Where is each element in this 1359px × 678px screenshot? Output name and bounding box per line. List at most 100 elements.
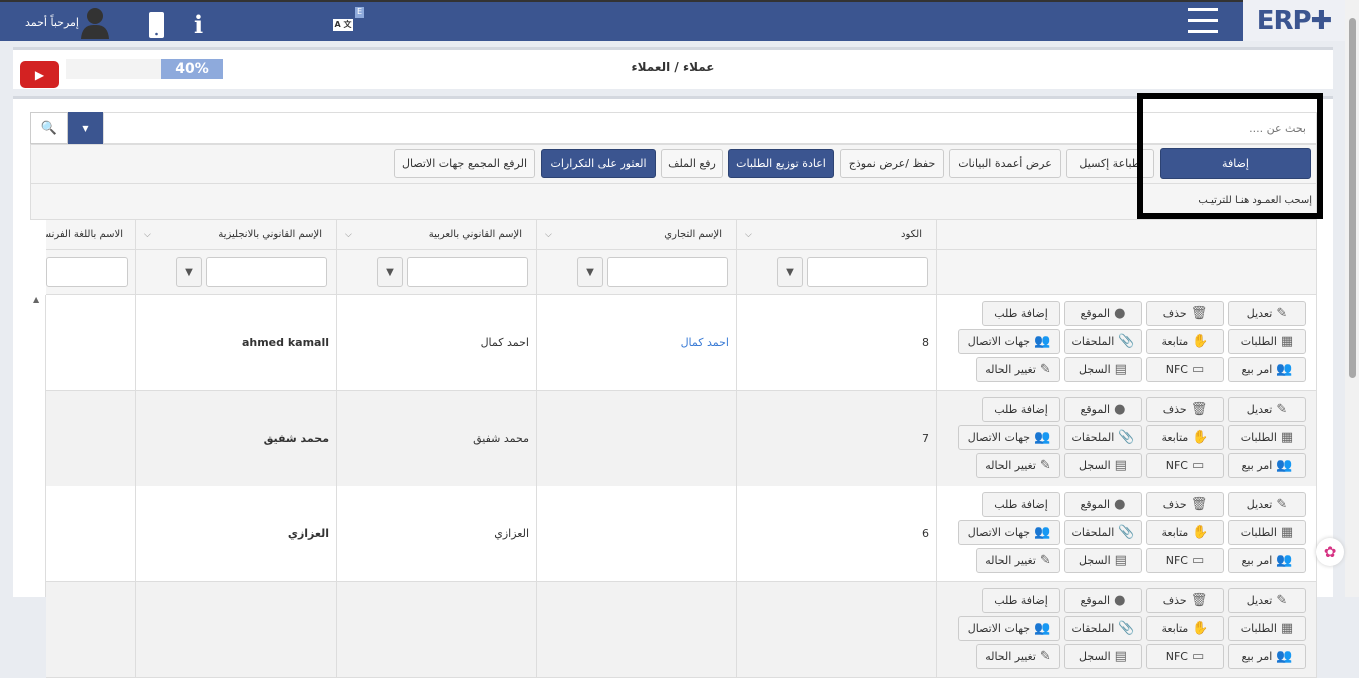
show-columns-button[interactable]: عرض أعمدة البيانات [949, 149, 1061, 178]
table-cell [737, 581, 937, 678]
table-cell [46, 486, 136, 582]
translate-icon[interactable]: A 文 [333, 19, 353, 31]
action-button[interactable]: متابعة ✋ [1146, 615, 1224, 641]
action-button[interactable]: NFC ▭ [1146, 452, 1224, 478]
action-button[interactable]: امر بيع 👥 [1228, 452, 1306, 478]
filter-icon[interactable]: ▼ [176, 257, 202, 287]
mobile-icon[interactable] [148, 11, 168, 39]
grid-scrollbar[interactable]: ▲ [30, 295, 46, 597]
action-button[interactable]: متابعة ✋ [1146, 520, 1224, 545]
filter-icon[interactable]: ▼ [777, 257, 803, 287]
column-header[interactable]: الإسم القانوني بالانجليزية ⌵ [136, 220, 337, 250]
action-button[interactable]: إضافة طلب [982, 396, 1060, 422]
action-button[interactable]: حذف 🗑 [1146, 396, 1224, 422]
search-icon[interactable]: 🔍 [30, 112, 68, 144]
action-button[interactable]: الموقع ● [1064, 492, 1142, 517]
action-label: امر بيع [1241, 554, 1273, 567]
filter-input[interactable] [407, 257, 528, 287]
action-button[interactable]: تغيير الحاله ✎ [976, 643, 1060, 669]
action-button[interactable]: تعديل ✎ [1228, 396, 1306, 422]
find-duplicates-button[interactable]: العثور على التكرارات [541, 149, 656, 178]
action-button[interactable]: NFC ▭ [1146, 357, 1224, 382]
action-button[interactable]: NFC ▭ [1146, 548, 1224, 573]
filter-input[interactable] [206, 257, 327, 287]
action-button[interactable]: تعديل ✎ [1228, 301, 1306, 326]
action-label: متابعة [1161, 621, 1189, 635]
action-button[interactable]: الموقع ● [1064, 587, 1142, 613]
action-button[interactable]: الطلبات ▦ [1228, 615, 1306, 641]
action-button[interactable]: تغيير الحاله ✎ [976, 548, 1060, 573]
redistribute-button[interactable]: اعادة توزيع الطلبات [728, 149, 834, 178]
action-button[interactable]: السجل ▤ [1064, 357, 1142, 382]
save-view-button[interactable]: حفظ /عرض نموذج [840, 149, 944, 178]
filter-input[interactable] [807, 257, 928, 287]
action-button[interactable]: متابعة ✋ [1146, 424, 1224, 450]
action-button[interactable]: جهات الاتصال 👥 [958, 424, 1060, 450]
youtube-icon[interactable]: ▶ [20, 61, 59, 88]
search-dropdown-button[interactable]: ▼ [68, 112, 103, 144]
action-button[interactable]: الموقع ● [1064, 396, 1142, 422]
action-button[interactable]: امر بيع 👥 [1228, 548, 1306, 573]
action-button[interactable]: امر بيع 👥 [1228, 643, 1306, 669]
column-header[interactable]: الكود ⌵ [737, 220, 937, 250]
action-button[interactable]: إضافة طلب [982, 301, 1060, 326]
menu-icon[interactable] [1188, 7, 1218, 33]
table-cell [337, 390, 537, 487]
action-button[interactable]: امر بيع 👥 [1228, 357, 1306, 382]
action-button[interactable]: السجل ▤ [1064, 452, 1142, 478]
action-button[interactable]: جهات الاتصال 👥 [958, 329, 1060, 354]
action-label: جهات الاتصال [967, 526, 1031, 539]
action-button[interactable]: الموقع ● [1064, 301, 1142, 326]
action-label: حذف [1162, 307, 1187, 320]
action-button[interactable]: NFC ▭ [1146, 643, 1224, 669]
action-label: الطلبات [1240, 526, 1277, 539]
id-card-icon: ▭ [1191, 648, 1205, 664]
filter-input[interactable] [607, 257, 728, 287]
bulk-upload-contacts-button[interactable]: الرفع المجمع جهات الاتصال [394, 149, 535, 178]
action-button[interactable]: الطلبات ▦ [1228, 329, 1306, 354]
action-button[interactable]: تعديل ✎ [1228, 492, 1306, 517]
action-button[interactable]: حذف 🗑 [1146, 587, 1224, 613]
chevron-down-icon[interactable]: ⌵ [345, 229, 352, 240]
action-label: إضافة طلب [994, 498, 1048, 511]
column-header[interactable]: الإسم التجاري ⌵ [537, 220, 737, 250]
action-button[interactable]: الطلبات ▦ [1228, 424, 1306, 450]
chevron-down-icon[interactable]: ⌵ [144, 229, 151, 240]
action-button[interactable]: حذف 🗑 [1146, 301, 1224, 326]
action-button[interactable]: السجل ▤ [1064, 643, 1142, 669]
action-button[interactable]: إضافة طلب [982, 492, 1060, 517]
action-button[interactable]: متابعة ✋ [1146, 329, 1224, 354]
scrollbar-thumb[interactable] [1349, 18, 1356, 378]
filter-icon[interactable]: ▼ [377, 257, 403, 287]
user-icon[interactable] [80, 6, 110, 39]
action-label: الملحقات [1071, 621, 1115, 635]
action-button[interactable]: تعديل ✎ [1228, 587, 1306, 613]
action-button[interactable]: تغيير الحاله ✎ [976, 357, 1060, 382]
action-button[interactable]: الملحقات 📎 [1064, 520, 1142, 545]
action-button[interactable]: الملحقات 📎 [1064, 615, 1142, 641]
cell-trade[interactable]: احمد كمال [680, 336, 729, 349]
action-button[interactable]: حذف 🗑 [1146, 492, 1224, 517]
action-label: الملحقات [1071, 430, 1115, 444]
action-button[interactable]: الملحقات 📎 [1064, 329, 1142, 354]
action-button[interactable]: الطلبات ▦ [1228, 520, 1306, 545]
action-button[interactable]: السجل ▤ [1064, 548, 1142, 573]
action-button[interactable]: الملحقات 📎 [1064, 424, 1142, 450]
filter-input[interactable] [46, 257, 128, 287]
chevron-down-icon[interactable]: ⌵ [545, 229, 552, 240]
info-icon[interactable]: i [194, 10, 204, 39]
action-button[interactable]: تغيير الحاله ✎ [976, 452, 1060, 478]
search-input[interactable] [103, 112, 1317, 144]
filter-icon[interactable]: ▼ [577, 257, 603, 287]
brain-icon[interactable]: ✿ [1316, 538, 1344, 566]
upload-file-button[interactable]: رفع الملف [661, 149, 723, 178]
action-button[interactable]: جهات الاتصال 👥 [958, 520, 1060, 545]
add-button[interactable]: إضافة [1160, 148, 1311, 179]
action-button[interactable]: إضافة طلب [982, 587, 1060, 613]
column-header[interactable]: الإسم القانوني بالعربية ⌵ [337, 220, 537, 250]
table-cell [136, 390, 337, 487]
column-header[interactable]: الاسم باللغة الفرنسية [46, 220, 136, 250]
book-icon: ▤ [1114, 553, 1127, 568]
action-button[interactable]: جهات الاتصال 👥 [958, 615, 1060, 641]
chevron-down-icon[interactable]: ⌵ [745, 229, 752, 240]
